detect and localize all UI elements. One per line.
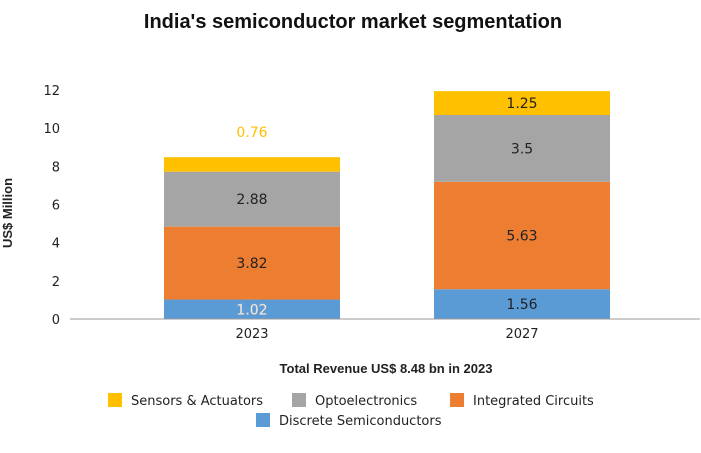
- y-tick-label: 6: [52, 199, 60, 214]
- data-label: 3.82: [236, 256, 267, 272]
- plot-area: 1.02 3.82 2.88 0.76 1.56 5.63 3.5 1.25: [164, 91, 610, 319]
- x-axis: 2023 2027: [70, 318, 700, 342]
- data-label: 5.63: [506, 229, 537, 245]
- legend: Sensors & Actuators Optoelectronics Integr…: [108, 393, 594, 429]
- y-tick-label: 2: [52, 275, 60, 290]
- legend-label: Discrete Semiconductors: [279, 414, 442, 429]
- legend-label: Sensors & Actuators: [131, 394, 263, 409]
- chart-title: India's semiconductor market segmentatio…: [144, 11, 562, 33]
- data-label: 2.88: [236, 192, 267, 208]
- legend-swatch: [256, 413, 270, 427]
- data-label: 1.02: [236, 302, 267, 318]
- bar-segment: [434, 289, 610, 319]
- legend-swatch: [450, 393, 464, 407]
- data-label: 3.5: [511, 141, 533, 157]
- data-label: 1.25: [506, 96, 537, 112]
- x-tick-label: 2027: [505, 327, 538, 342]
- legend-swatch: [108, 393, 122, 407]
- y-axis: 0 2 4 6 8 10 12: [43, 84, 60, 328]
- y-axis-label: US$ Million: [0, 178, 15, 248]
- x-axis-label: Total Revenue US$ 8.48 bn in 2023: [280, 361, 493, 376]
- legend-swatch: [292, 393, 306, 407]
- bar-segment: [164, 171, 340, 227]
- y-tick-label: 0: [52, 313, 60, 328]
- data-label: 1.56: [506, 297, 537, 313]
- x-tick-label: 2023: [235, 327, 268, 342]
- legend-label: Optoelectronics: [315, 394, 417, 409]
- y-tick-label: 12: [43, 84, 60, 99]
- y-tick-label: 10: [43, 122, 60, 137]
- legend-label: Integrated Circuits: [473, 394, 594, 409]
- y-tick-label: 4: [52, 237, 60, 252]
- bar-segment: [164, 226, 340, 300]
- bar-segment: [164, 157, 340, 172]
- bar-segment: [434, 114, 610, 182]
- data-label: 0.76: [236, 125, 267, 141]
- bar-segment: [164, 299, 340, 319]
- bar-segment: [434, 91, 610, 115]
- bar-segment: [434, 181, 610, 290]
- y-tick-label: 8: [52, 160, 60, 175]
